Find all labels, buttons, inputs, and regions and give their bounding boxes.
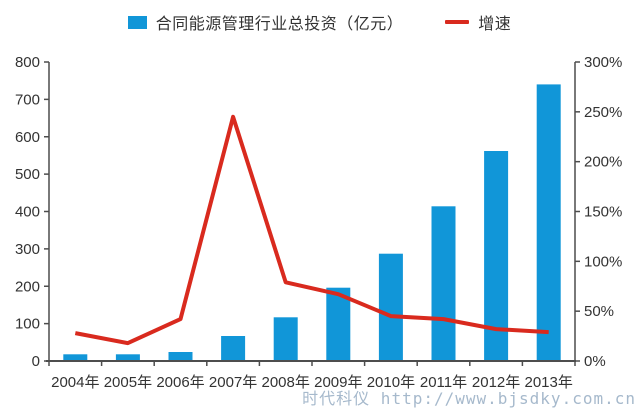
left-axis-tick-label: 100 <box>15 316 40 333</box>
bar-2011年 <box>431 206 456 361</box>
legend-item-investment: 合同能源管理行业总投资（亿元） <box>127 10 404 34</box>
bar-2008年 <box>273 317 298 361</box>
bar-2010年 <box>378 253 403 361</box>
bars-group <box>63 84 561 362</box>
chart-legend: 合同能源管理行业总投资（亿元） 增速 <box>0 10 639 34</box>
right-axis-tick-label: 150% <box>584 204 622 221</box>
right-axis-tick-label: 200% <box>584 154 622 171</box>
right-axis-tick-label: 300% <box>584 54 622 71</box>
x-axis-label-2013年: 2013年 <box>525 374 573 391</box>
growth-line <box>74 114 549 346</box>
left-axis-tick-label: 500 <box>15 166 40 183</box>
x-axis-label-2009年: 2009年 <box>314 374 362 391</box>
bar-2013年 <box>536 84 561 362</box>
x-axis-label-2012年: 2012年 <box>472 374 520 391</box>
right-axis-tick-label: 50% <box>584 303 614 320</box>
ticks-group <box>44 61 580 366</box>
right-axis-tick-label: 100% <box>584 253 622 270</box>
left-axis-tick-label: 400 <box>15 204 40 221</box>
left-axis-tick-label: 600 <box>15 129 40 146</box>
x-axis-label-2007年: 2007年 <box>209 374 257 391</box>
bar-2009年 <box>326 287 351 361</box>
left-axis-tick-label: 200 <box>15 278 40 295</box>
bar-2006年 <box>168 352 193 361</box>
bar-series-label: 合同能源管理行业总投资（亿元） <box>155 16 404 33</box>
bar-2007年 <box>221 336 246 361</box>
x-axis-label-2004年: 2004年 <box>51 374 99 391</box>
right-axis-tick-label: 0% <box>584 353 606 370</box>
left-axis-tick-label: 0 <box>32 353 40 370</box>
left-axis-tick-label: 800 <box>15 54 40 71</box>
axis-labels-group: 0 100 200 300 400 500 600 700 800 0% 50% 100% 150% 20… <box>15 54 622 391</box>
x-axis-label-2011年: 2011年 <box>420 374 467 391</box>
bar-2004年 <box>63 354 88 361</box>
left-axis-tick-label: 700 <box>15 91 40 108</box>
x-axis-label-2008年: 2008年 <box>262 374 310 391</box>
line-series-label: 增速 <box>478 16 512 33</box>
watermark-text: 时代科仪 http://www.bjsdky.com.cn <box>302 389 636 408</box>
x-axis-label-2006年: 2006年 <box>156 374 204 391</box>
left-axis-tick-label: 300 <box>15 241 40 258</box>
x-axis-label-2005年: 2005年 <box>104 374 152 391</box>
x-axis-label-2010年: 2010年 <box>367 374 415 391</box>
line-series-swatch-icon <box>445 20 470 24</box>
bar-2005年 <box>115 354 140 361</box>
bar-series-swatch-icon <box>127 15 147 29</box>
legend-item-growth: 增速 <box>445 10 511 34</box>
right-axis-tick-label: 250% <box>584 104 622 121</box>
